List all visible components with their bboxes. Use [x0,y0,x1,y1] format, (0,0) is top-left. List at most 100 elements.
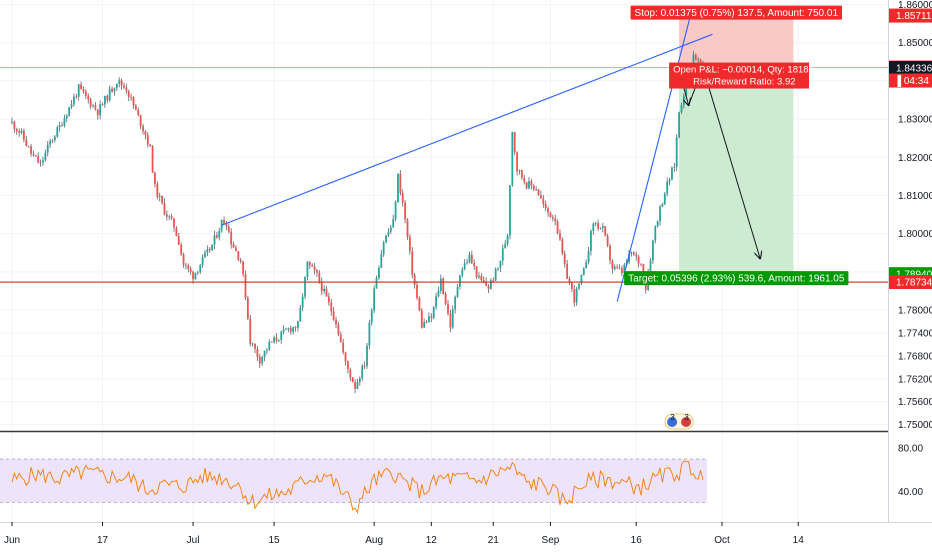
candle-down [146,135,149,145]
candle-up [285,329,287,331]
candle-up [361,365,364,379]
candle-down [570,282,573,289]
candle-up [594,223,597,224]
candle-up [518,170,521,172]
candle-up [578,283,580,289]
candle-down [223,220,225,225]
candle-up [389,227,392,232]
candle-down [635,254,638,257]
candle-up [373,288,376,311]
countdown-bg [889,73,932,88]
candle-up [489,280,492,289]
support-price-label-text: 1.78734 [896,278,932,289]
candle-down [337,324,340,335]
candle-down [447,303,449,314]
candle-up [378,267,380,279]
candle-down [23,130,25,140]
candle-up [463,263,466,270]
current-price-label-bg [889,61,932,76]
stop-label-bg [630,5,843,20]
price-tick-label: 1.86000 [898,0,932,11]
candle-up [49,140,52,145]
candle-up [218,230,221,238]
candle-up [213,235,216,245]
candle-up [306,261,309,277]
stop-label: Stop: 0.01375 (0.75%) 137.5, Amount: 750… [630,5,843,20]
candle-down [420,310,423,328]
time-tick-label: 16 [631,535,643,546]
candle-down [139,115,142,127]
rr-text: Risk/Reward Ratio: 3.92 [693,77,795,88]
candle-up [663,193,666,205]
candle-down [154,172,156,184]
candle-down [27,145,30,147]
target-zone[interactable] [679,67,794,275]
lower-trendline[interactable] [616,13,692,302]
flag-count: 3 [684,413,689,422]
candle-down [316,270,318,273]
candle-down [325,288,328,297]
candle-up [497,267,499,270]
candle-up [528,181,530,189]
flag-icon [667,417,678,427]
candle-up [251,343,254,345]
candle-down [597,223,599,229]
candle-down [485,281,488,286]
candle-down [640,263,642,265]
candle-down [258,356,261,364]
candle-down [142,126,144,132]
candle-up [366,345,368,367]
candle-down [540,195,542,199]
candle-up [201,257,204,266]
candle-down [335,319,337,325]
candle-down [235,247,237,252]
candle-up [599,227,602,229]
candle-down [416,284,418,298]
candle-down [554,218,557,222]
candle-down [111,88,113,92]
candle-down [192,271,194,280]
candle-up [380,254,383,268]
price-tick-label: 1.82000 [898,153,932,164]
candle-down [161,195,163,204]
candle-down [187,265,190,269]
candle-up [656,221,659,227]
price-tick-label: 1.80000 [898,229,932,240]
candle-down [568,278,571,283]
price-tick-label: 1.76800 [898,351,932,362]
candle-up [439,278,442,291]
candle-up [506,235,509,244]
candle-up [680,105,683,113]
candle-down [351,377,354,383]
candle-up [682,95,685,106]
time-tick-label: 15 [269,535,281,546]
candle-up [58,125,61,128]
candle-down [549,212,552,218]
candle-up [432,306,435,318]
candle-down [347,361,349,370]
upper-trendline[interactable] [221,33,713,226]
candle-down [215,235,218,238]
candle-down [311,265,314,267]
candle-down [618,267,621,269]
rsi-line [11,460,704,514]
candle-up [659,206,661,222]
candle-up [592,223,595,231]
candle-down [34,155,37,157]
price-tick-label: 1.85000 [898,38,932,49]
candle-down [604,226,607,236]
candle-up [292,327,295,332]
candle-down [480,275,483,281]
candle-up [454,296,457,310]
candle-up [304,276,306,297]
candle-up [675,137,678,167]
drawings[interactable] [0,13,888,302]
projection-arrow[interactable] [702,67,760,259]
candle-down [82,89,85,92]
price-tick-label: 1.75600 [898,397,932,408]
candle-up [113,88,116,92]
